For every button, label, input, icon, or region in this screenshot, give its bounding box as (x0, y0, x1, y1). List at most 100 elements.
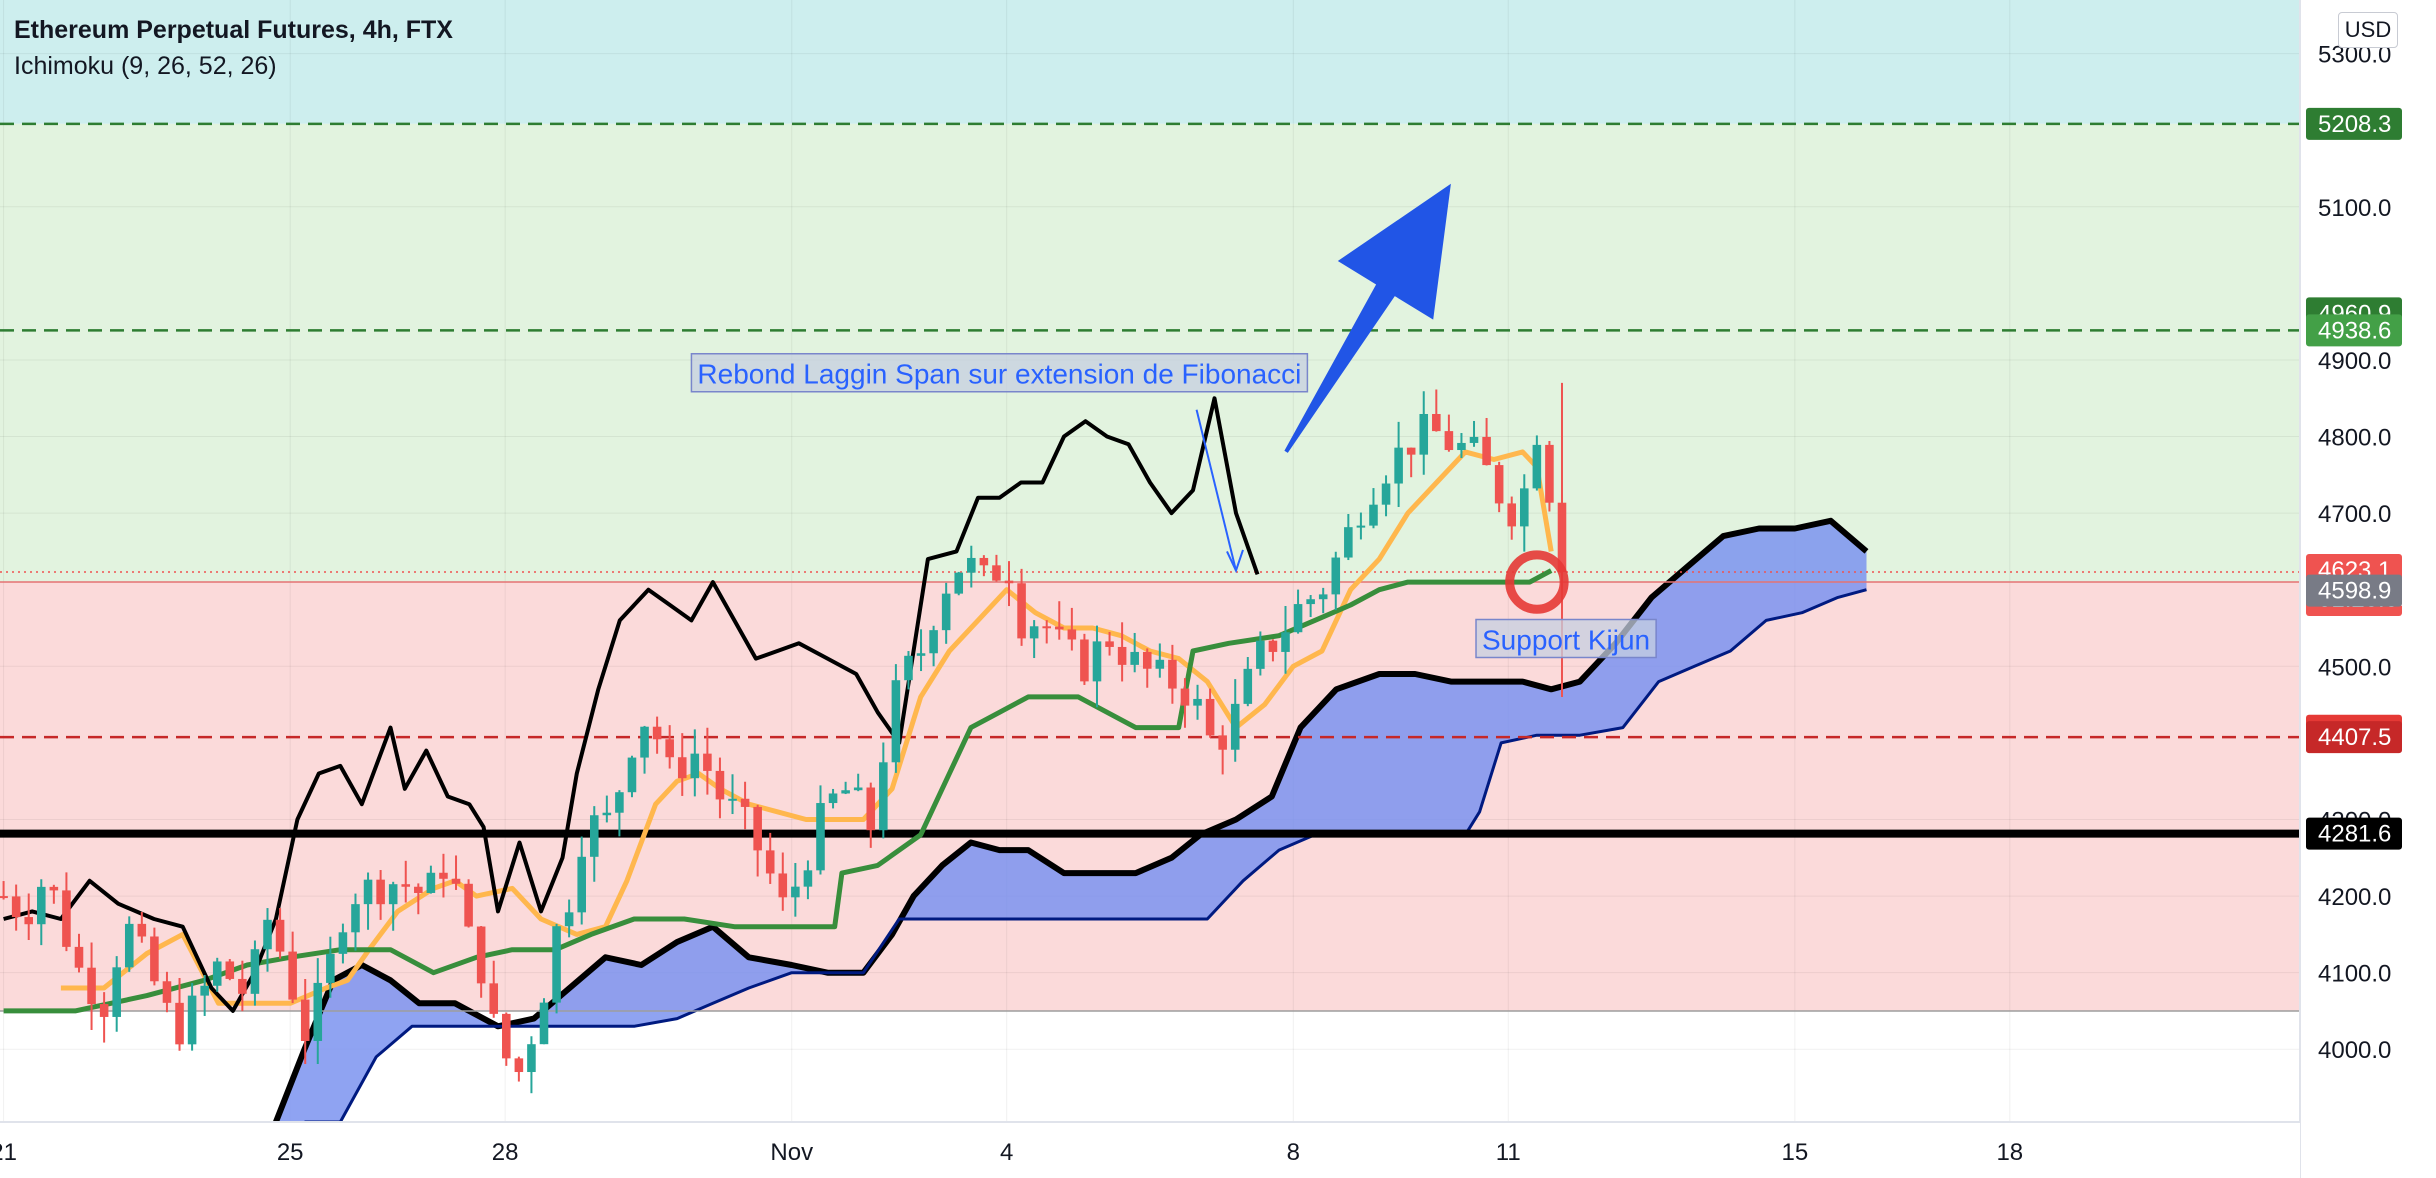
horizontal-lines-layer (0, 122, 2300, 1012)
candle-body (967, 557, 976, 573)
candle-body (1444, 431, 1454, 451)
candle-body (816, 803, 825, 871)
candle-body (879, 762, 888, 831)
candle-body (162, 981, 172, 1003)
candle-body (363, 879, 373, 905)
candle-body (740, 798, 750, 807)
candle-body (866, 787, 876, 831)
candle-body (602, 812, 612, 816)
y-tick-label: 4000.0 (2318, 1037, 2391, 1064)
candle-body (589, 815, 599, 857)
y-tick-label: 4800.0 (2318, 425, 2391, 452)
candle-body (652, 726, 662, 740)
candle-body (690, 753, 700, 779)
candle-body (1482, 436, 1491, 466)
candle-body (351, 904, 360, 933)
candle-body (665, 739, 674, 758)
candle-body (803, 870, 813, 887)
candle-body (1080, 639, 1089, 682)
candle-body (200, 985, 209, 996)
price-label-bg (2306, 107, 2402, 140)
kijun-line (3, 568, 1553, 1014)
y-tick-label: 4200.0 (2318, 884, 2391, 911)
price-label-bg (2306, 574, 2402, 607)
candle-body (414, 886, 423, 893)
candle-body (1469, 436, 1479, 443)
candle-body (1281, 632, 1290, 652)
candle-body (715, 770, 725, 800)
candle-body (1532, 444, 1542, 489)
candle-body (1004, 580, 1014, 584)
price-label-bg (2306, 721, 2402, 754)
price-label-bg (2306, 817, 2402, 850)
indicator-legend[interactable]: Ichimoku (9, 26, 52, 26) (14, 52, 277, 80)
candle-body (288, 951, 297, 1000)
candle-body (24, 917, 34, 925)
candle-body (62, 890, 71, 947)
candle-body (552, 926, 561, 1003)
candle-body (514, 1058, 524, 1073)
candles-layer (0, 382, 1567, 1094)
price-label-bg (2306, 314, 2402, 347)
candle-body (1318, 594, 1328, 600)
candle-body (225, 961, 235, 979)
candle-body (765, 850, 775, 874)
candle-body (150, 936, 159, 982)
candle-body (1419, 413, 1429, 455)
candle-body (74, 946, 84, 968)
candle-body (401, 884, 411, 887)
candle-body (615, 792, 624, 813)
candle-body (564, 912, 574, 927)
candle-body (1268, 640, 1278, 652)
candle-body (627, 757, 637, 793)
candle-body (1356, 525, 1366, 528)
cloud-lower-line (304, 588, 1867, 1124)
candle-body (979, 557, 989, 566)
candle-body (238, 978, 247, 994)
candle-body (891, 680, 901, 763)
candle-body (828, 793, 838, 804)
tenkan-line (60, 449, 1554, 1006)
candle-body (527, 1044, 536, 1073)
candle-body (439, 872, 448, 879)
candle-body (187, 995, 197, 1045)
candle-body (1117, 646, 1127, 665)
y-tick-label: 4100.0 (2318, 961, 2391, 988)
candle-body (326, 953, 335, 983)
candle-body (1168, 659, 1177, 689)
price-label-4407.5: 4407.5 (2318, 724, 2391, 751)
candle-body (1545, 444, 1554, 503)
zone-1 (0, 123, 2300, 583)
cloud-upper-line (273, 517, 1869, 1124)
candle-body (464, 883, 473, 927)
price-label-4938.6: 4938.6 (2318, 317, 2391, 344)
candle-body (1092, 641, 1102, 682)
candle-body (49, 886, 59, 891)
candle-body (791, 886, 800, 898)
candle-body (137, 923, 147, 937)
candle-body (175, 1002, 184, 1045)
candle-body (1494, 465, 1504, 504)
candle-body (1432, 413, 1441, 432)
candle-body (677, 757, 687, 779)
candle-body (37, 886, 46, 925)
candle-body (1293, 604, 1303, 633)
x-tick-label: 25 (277, 1139, 304, 1166)
candle-body (954, 572, 964, 594)
y-tick-label: 4900.0 (2318, 348, 2391, 375)
y-tick-label: 4500.0 (2318, 654, 2391, 681)
x-tick-label: 15 (1782, 1139, 1809, 1166)
time-axis-layer: 21 25 28 Nov 4 8 11 15 18 (0, 1121, 2300, 1178)
candle-body (1256, 640, 1265, 669)
currency-button[interactable]: USD (2338, 12, 2398, 48)
candle-body (99, 1004, 109, 1017)
candle-body (941, 593, 951, 631)
candle-body (376, 879, 385, 905)
x-tick-label: Nov (770, 1139, 813, 1166)
candle-body (1193, 698, 1202, 706)
candle-body (0, 896, 8, 899)
candle-body (1029, 626, 1039, 639)
candle-body (489, 983, 499, 1014)
price-label-4598.9: 4598.9 (2318, 578, 2391, 605)
